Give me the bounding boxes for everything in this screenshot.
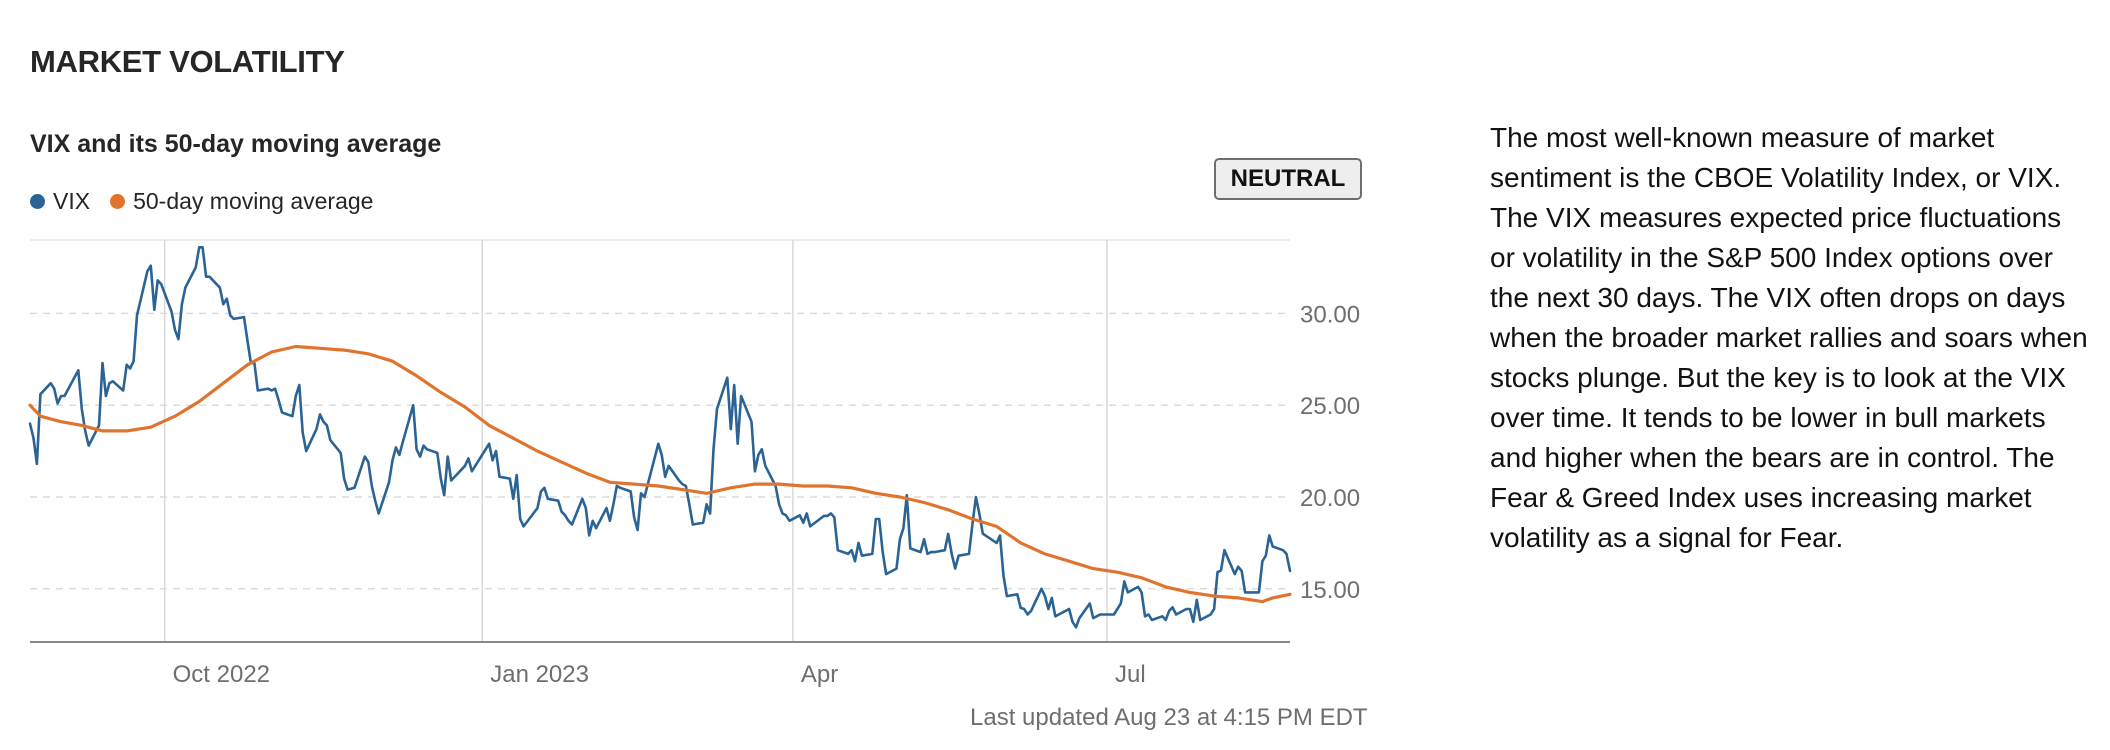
x-tick-label: Oct 2022 [173, 661, 270, 688]
legend-dot-vix [30, 194, 45, 209]
y-tick-label: 25.00 [1300, 393, 1360, 420]
legend-dot-moving-average [110, 194, 126, 209]
x-tick-label: Apr [801, 661, 838, 688]
section-title: MARKET VOLATILITY [30, 44, 345, 79]
legend-label-vix: VIX [53, 188, 91, 214]
x-tick-label: Jan 2023 [490, 661, 589, 688]
chart-legend: VIX 50-day moving average [30, 188, 373, 215]
series-line-vix [28, 246, 1292, 629]
vix-chart: Oct 2022 Jan 2023 Apr Jul 15.00 20.00 25.00 30.… [28, 239, 1360, 688]
legend-label-moving-average: 50-day moving average [133, 188, 374, 214]
legend-item-moving-average[interactable]: 50-day moving average [110, 188, 373, 215]
y-tick-label: 30.00 [1300, 301, 1360, 328]
legend-item-vix[interactable]: VIX [30, 188, 90, 215]
chart-title: VIX and its 50-day moving average [30, 130, 442, 158]
series-line-moving-average [28, 344, 1292, 604]
description-text: The most well-known measure of market se… [1490, 122, 2088, 553]
y-tick-label: 20.00 [1300, 485, 1360, 512]
y-tick-label: 15.00 [1300, 577, 1360, 604]
x-tick-label: Jul [1115, 661, 1146, 688]
sentiment-badge: NEUTRAL [1214, 158, 1362, 200]
last-updated-text: Last updated Aug 23 at 4:15 PM EDT [970, 704, 1368, 731]
